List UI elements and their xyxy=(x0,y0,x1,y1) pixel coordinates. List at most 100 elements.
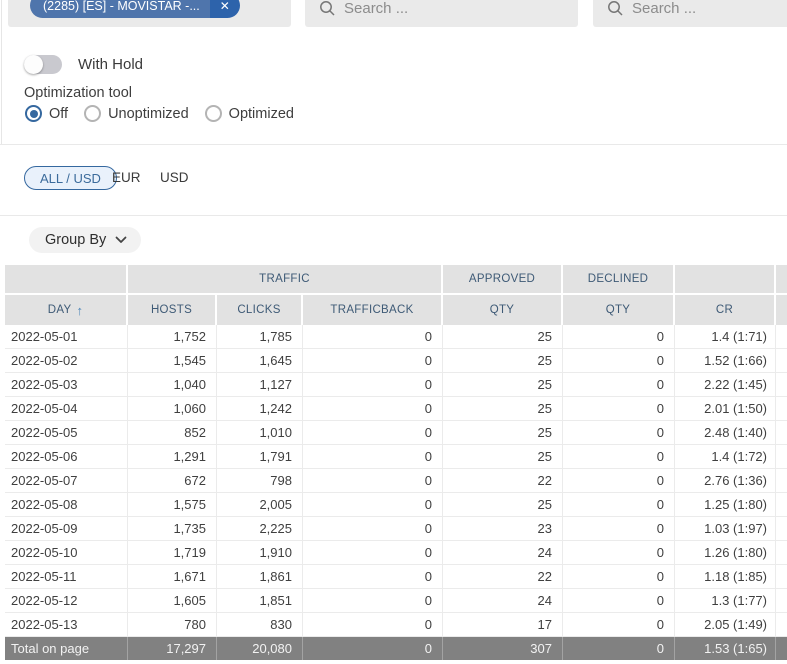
cell-clicks[interactable]: 798 xyxy=(217,469,303,493)
with-hold-toggle[interactable] xyxy=(24,55,62,74)
column-header-label: DAY xyxy=(47,304,72,316)
search-box-2[interactable] xyxy=(593,0,787,27)
table-row: 2022-05-07 672 798 0 22 0 2.76 (1:36) xyxy=(5,469,787,493)
cell-clicks[interactable]: 1,910 xyxy=(217,541,303,565)
cell-declined-qty: 0 xyxy=(563,373,675,397)
search-input-1[interactable] xyxy=(344,0,524,17)
cell-cr: 2.05 (1:49) xyxy=(675,613,776,637)
cell-partial xyxy=(776,493,787,517)
offer-filter-chip[interactable]: (2285) [ES] - MOVISTAR -... ✕ xyxy=(30,0,240,18)
cell-day: 2022-05-13 xyxy=(5,613,128,637)
search-input-2[interactable] xyxy=(632,0,787,17)
group-header-empty xyxy=(776,265,787,295)
column-header-partial xyxy=(776,295,787,325)
radio-label: Unoptimized xyxy=(108,105,189,122)
cell-declined-qty: 0 xyxy=(563,325,675,349)
column-header-trafficback[interactable]: TRAFFICBACK xyxy=(303,295,443,325)
radio-selected-icon[interactable] xyxy=(25,105,42,122)
offer-filter-chip-label: (2285) [ES] - MOVISTAR -... xyxy=(30,0,210,18)
cell-hosts: 852 xyxy=(128,421,217,445)
cell-trafficback: 0 xyxy=(303,373,443,397)
total-hosts: 17,297 xyxy=(128,637,217,660)
cell-cr: 2.76 (1:36) xyxy=(675,469,776,493)
cell-clicks: 1,242 xyxy=(217,397,303,421)
cell-approved-qty[interactable]: 22 xyxy=(443,469,563,493)
cell-approved-qty[interactable]: 25 xyxy=(443,445,563,469)
section-divider xyxy=(0,144,787,145)
cell-approved-qty[interactable]: 25 xyxy=(443,349,563,373)
cell-partial xyxy=(776,349,787,373)
cell-approved-qty[interactable]: 24 xyxy=(443,589,563,613)
cell-declined-qty: 0 xyxy=(563,349,675,373)
search-icon xyxy=(608,1,623,16)
cell-approved-qty[interactable]: 22 xyxy=(443,565,563,589)
radio-unselected-icon[interactable] xyxy=(84,105,102,122)
cell-trafficback: 0 xyxy=(303,397,443,421)
offer-filter-box[interactable]: (2285) [ES] - MOVISTAR -... ✕ xyxy=(8,0,291,27)
table-row: 2022-05-02 1,545 1,645 0 25 0 1.52 (1:66) xyxy=(5,349,787,373)
cell-cr: 2.22 (1:45) xyxy=(675,373,776,397)
tab-eur[interactable]: EUR xyxy=(112,170,141,185)
cell-approved-qty[interactable]: 24 xyxy=(443,541,563,565)
cell-clicks[interactable]: 830 xyxy=(217,613,303,637)
column-header-qty-approved[interactable]: QTY xyxy=(443,295,563,325)
cell-clicks[interactable]: 2,005 xyxy=(217,493,303,517)
radio-off[interactable]: Off xyxy=(25,105,68,122)
cell-partial xyxy=(776,325,787,349)
cell-approved-qty[interactable]: 25 xyxy=(443,373,563,397)
cell-trafficback: 0 xyxy=(303,445,443,469)
toggle-knob xyxy=(24,55,43,74)
cell-clicks[interactable]: 1,861 xyxy=(217,565,303,589)
cell-hosts: 1,060 xyxy=(128,397,217,421)
table-row: 2022-05-06 1,291 1,791 0 25 0 1.4 (1:72) xyxy=(5,445,787,469)
tab-usd[interactable]: USD xyxy=(160,170,189,185)
cell-day: 2022-05-11 xyxy=(5,565,128,589)
search-box-1[interactable] xyxy=(305,0,578,27)
data-table: TRAFFIC APPROVED DECLINED DAY ↑ HOSTS CLICKS T… xyxy=(5,265,787,660)
cell-hosts: 1,605 xyxy=(128,589,217,613)
column-header-day[interactable]: DAY ↑ xyxy=(5,295,128,325)
group-header-empty xyxy=(5,265,128,295)
cell-hosts: 780 xyxy=(128,613,217,637)
cell-clicks[interactable]: 2,225 xyxy=(217,517,303,541)
total-approved-qty: 307 xyxy=(443,637,563,660)
tab-all-usd[interactable]: ALL / USD xyxy=(24,166,117,190)
cell-approved-qty[interactable]: 17 xyxy=(443,613,563,637)
group-header-empty xyxy=(675,265,776,295)
column-header-label: QTY xyxy=(605,304,631,316)
column-header-label: TRAFFICBACK xyxy=(330,304,414,316)
column-header-cr[interactable]: CR xyxy=(675,295,776,325)
cell-partial xyxy=(776,469,787,493)
column-header-label: HOSTS xyxy=(150,304,193,316)
cell-partial xyxy=(776,517,787,541)
cell-declined-qty: 0 xyxy=(563,397,675,421)
cell-cr: 1.4 (1:71) xyxy=(675,325,776,349)
cell-hosts: 1,719 xyxy=(128,541,217,565)
close-icon[interactable]: ✕ xyxy=(209,0,240,18)
group-by-button[interactable]: Group By xyxy=(29,227,142,253)
cell-day: 2022-05-08 xyxy=(5,493,128,517)
cell-day: 2022-05-09 xyxy=(5,517,128,541)
cell-hosts: 1,752 xyxy=(128,325,217,349)
column-header-clicks[interactable]: CLICKS xyxy=(217,295,303,325)
column-header-hosts[interactable]: HOSTS xyxy=(128,295,217,325)
cell-approved-qty[interactable]: 25 xyxy=(443,325,563,349)
section-divider xyxy=(0,215,787,216)
cell-clicks[interactable]: 1,851 xyxy=(217,589,303,613)
sort-asc-icon[interactable]: ↑ xyxy=(76,302,84,318)
cell-declined-qty: 0 xyxy=(563,517,675,541)
cell-declined-qty: 0 xyxy=(563,493,675,517)
cell-approved-qty[interactable]: 23 xyxy=(443,517,563,541)
cell-approved-qty[interactable]: 25 xyxy=(443,397,563,421)
table-row: 2022-05-13 780 830 0 17 0 2.05 (1:49) xyxy=(5,613,787,637)
column-header-qty-declined[interactable]: QTY xyxy=(563,295,675,325)
cell-clicks: 1,127 xyxy=(217,373,303,397)
cell-declined-qty: 0 xyxy=(563,541,675,565)
cell-approved-qty[interactable]: 25 xyxy=(443,421,563,445)
radio-unselected-icon[interactable] xyxy=(204,105,222,122)
radio-unoptimized[interactable]: Unoptimized xyxy=(84,105,189,122)
table-row: 2022-05-01 1,752 1,785 0 25 0 1.4 (1:71) xyxy=(5,325,787,349)
cell-day: 2022-05-01 xyxy=(5,325,128,349)
cell-approved-qty[interactable]: 25 xyxy=(443,493,563,517)
radio-optimized[interactable]: Optimized xyxy=(204,105,294,122)
